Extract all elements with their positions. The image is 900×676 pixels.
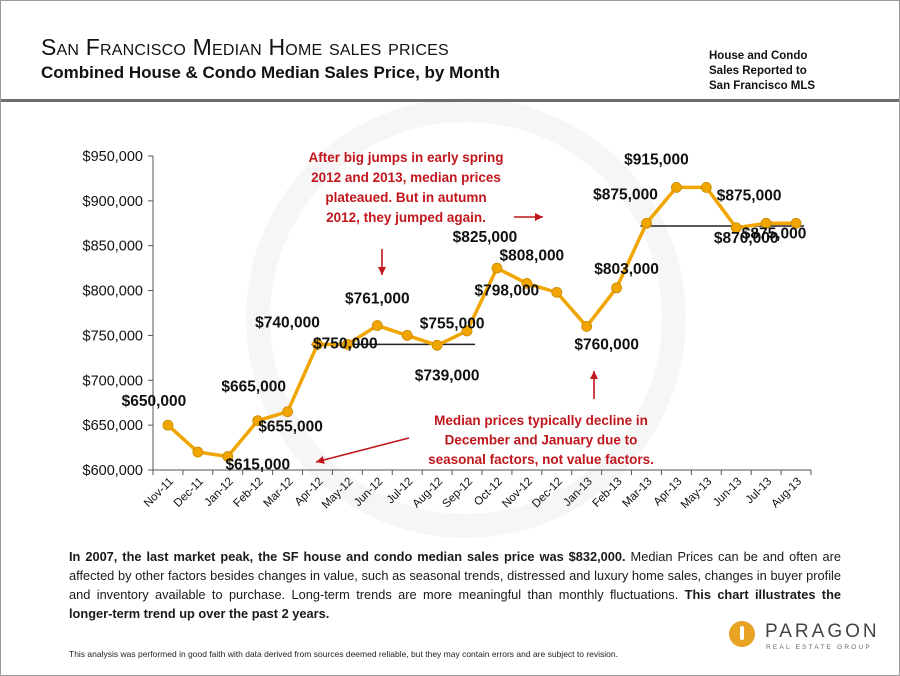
y-tick-label: $600,000 [83,463,143,479]
data-point-dec-12 [551,286,563,298]
arrow-up-head [590,371,598,379]
data-point-mar-12 [282,406,293,418]
data-label: $825,000 [453,229,518,246]
data-label: $655,000 [258,419,323,436]
data-point-jan-12 [222,451,234,462]
x-tick-label: Mar-13 [620,476,654,510]
annotation-text: December and January due to [445,433,638,448]
body-lead-bold: In 2007, the last market peak, the SF ho… [69,549,626,564]
annotation-text: seasonal factors, not value factors. [428,452,654,467]
data-label: $761,000 [345,291,410,308]
data-label: $760,000 [574,336,639,353]
body-middle: Median Prices can be and often are affec… [69,549,841,602]
x-tick-label: Jun-13 [711,476,744,509]
data-point-aug-12 [431,339,443,351]
y-tick-label: $750,000 [83,328,143,344]
data-label: $875,000 [717,187,782,204]
data-point-jun-12 [371,320,383,331]
arrow-left-head [316,456,325,464]
x-tick-label: Sep-12 [440,476,475,511]
y-tick-label: $800,000 [83,284,143,300]
x-tick-label: Nov-11 [142,476,176,510]
x-tick-label: Nov-12 [500,476,535,511]
arrow-right-head [535,213,543,221]
source-note-line: Sales Reported to [709,65,807,77]
y-tick-label: $950,000 [83,149,143,165]
data-label: $803,000 [594,261,659,278]
x-tick-label: Aug-12 [411,476,446,511]
y-tick-label: $850,000 [83,239,143,255]
line-chart: $600,000 $650,000 $700,000 $750,000 $800,000… [83,149,812,512]
data-point-jun-13 [730,222,742,234]
body-tail-bold: This chart illustrates the longer-term t… [69,587,842,621]
logo-wordmark: PARAGON [765,621,880,642]
data-point-apr-13 [671,181,682,193]
logo-tagline: REAL ESTATE GROUP [766,644,872,651]
x-tick-label: May-13 [679,476,715,512]
x-tick-label: Aug-13 [769,476,804,511]
x-tick-label: Feb-12 [232,476,266,510]
page-title: San Francisco Median Home sales prices [41,34,449,60]
data-label: $740,000 [255,314,320,331]
data-point-mar-13 [641,217,652,229]
disclaimer: This analysis was performed in good fait… [69,649,618,659]
x-tick-label: Feb-13 [590,476,624,510]
data-point-apr-12 [312,338,323,350]
x-tick-label: Dec-11 [172,476,206,510]
data-point-aug-13 [790,217,802,229]
data-point-sep-12 [461,325,473,337]
page-subtitle: Combined House & Condo Median Sales Pric… [41,63,501,82]
title-divider [1,99,899,102]
data-label: $755,000 [420,315,485,332]
data-label: $870,000 [714,230,779,247]
data-point-oct-12 [491,262,503,274]
data-point-nov-11 [162,419,174,431]
arrow-down-head [378,267,386,275]
data-label: $739,000 [415,367,480,384]
data-label: $665,000 [221,379,286,396]
annotation-text: After big jumps in early spring [308,150,503,165]
source-note: House and Condo Sales Reported to San Fr… [709,49,839,94]
annotation-text: 2012 and 2013, median prices [311,170,501,185]
y-tick-label: $700,000 [83,373,143,389]
x-tick-label: May-12 [320,476,356,512]
data-point-feb-13 [611,282,622,294]
data-point-may-13 [700,181,712,193]
y-tick-label: $900,000 [83,194,143,210]
paragon-logo: PARAGON REAL ESTATE GROUP [729,621,889,661]
data-point-may-12 [342,338,353,350]
data-label: $808,000 [500,247,565,264]
x-tick-label: Jan-13 [561,476,594,509]
data-label: $915,000 [624,151,689,168]
x-tick-label: Jan-12 [203,476,236,509]
y-tick-label: $650,000 [83,418,143,434]
data-label: $875,000 [593,186,658,203]
data-point-jul-13 [760,217,772,229]
data-label: $615,000 [225,457,290,474]
x-tick-label: Dec-12 [530,476,565,511]
data-label: $798,000 [475,282,540,299]
data-point-feb-12 [252,415,264,427]
data-point-nov-12 [521,277,533,289]
price-series-line [166,185,797,459]
data-point-jul-12 [401,330,413,341]
source-note-line: House and Condo [709,50,808,62]
data-point-dec-11 [192,446,204,458]
arrow-left-shaft [315,437,410,463]
data-label: $750,000 [313,336,378,353]
data-label: $875,000 [742,225,807,242]
body-paragraph: In 2007, the last market peak, the SF ho… [69,547,841,623]
x-tick-label: Mar-12 [261,476,295,510]
x-tick-label: Jun-12 [352,476,385,509]
annotation-text: Median prices typically decline in [434,413,648,428]
x-tick-label: Oct-12 [472,476,505,509]
annotation-text: 2012, they jumped again. [326,210,486,225]
data-point-jan-13 [581,321,593,332]
logo-mark-icon [729,621,755,647]
annotation-text: plateaued. But in autumn [325,190,486,205]
data-label: $650,000 [122,393,187,410]
source-note-line: San Francisco MLS [709,80,816,92]
